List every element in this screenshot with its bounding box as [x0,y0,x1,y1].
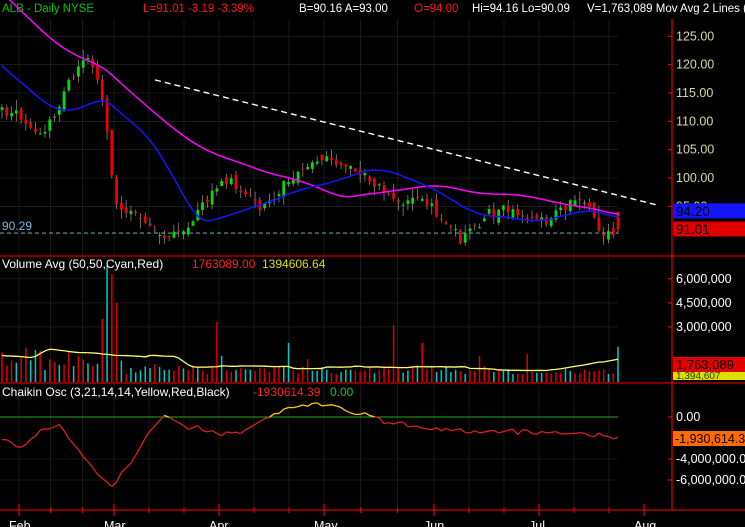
svg-text:Feb: Feb [9,519,31,527]
svg-text:Hi=94.16 Lo=90.09: Hi=94.16 Lo=90.09 [472,3,570,15]
svg-text:V=1,763,089 Mov Avg 2 Lines (: V=1,763,089 Mov Avg 2 Lines (Close,20,5 … [587,3,745,15]
svg-text:120.00: 120.00 [676,58,714,72]
svg-text:4,500,000: 4,500,000 [676,296,732,310]
svg-text:100.00: 100.00 [676,171,714,185]
svg-text:110.00: 110.00 [676,114,713,128]
svg-text:B=90.16 A=93.00: B=90.16 A=93.00 [299,3,388,15]
svg-text:May: May [314,519,338,527]
svg-text:-1930614.39: -1930614.39 [253,385,321,399]
svg-text:1394606.64: 1394606.64 [262,257,326,271]
svg-text:90.29: 90.29 [2,219,32,233]
svg-text:125.00: 125.00 [676,29,714,43]
svg-text:-1,930,614.39: -1,930,614.39 [675,432,745,446]
svg-text:3,000,000: 3,000,000 [676,320,732,334]
svg-text:Volume Avg (50,50,Cyan,Red): Volume Avg (50,50,Cyan,Red) [2,257,163,271]
svg-text:6,000,000: 6,000,000 [676,272,732,286]
svg-text:0.00: 0.00 [676,410,700,424]
svg-text:Chaikin Osc (3,21,14,14,Yellow: Chaikin Osc (3,21,14,14,Yellow,Red,Black… [2,385,230,399]
svg-text:1763089.00: 1763089.00 [192,257,256,271]
svg-text:Jun: Jun [424,519,444,527]
svg-text:Aug: Aug [634,519,656,527]
svg-text:Apr: Apr [209,519,228,527]
svg-text:105.00: 105.00 [676,143,714,157]
svg-text:O=94.00: O=94.00 [414,3,458,15]
svg-text:-4,000,000.00: -4,000,000.00 [676,452,745,466]
svg-text:1,763,089: 1,763,089 [676,357,734,372]
svg-text:91.01: 91.01 [676,222,710,237]
svg-text:0.00: 0.00 [330,385,354,399]
svg-text:Mar: Mar [104,519,126,527]
svg-text:-6,000,000.00: -6,000,000.00 [676,473,745,487]
svg-text:L=91.01 -3.19 -3.39%: L=91.01 -3.19 -3.39% [143,3,254,15]
svg-text:115.00: 115.00 [676,86,713,100]
svg-text:1,394,607: 1,394,607 [676,371,721,382]
svg-text:94.20: 94.20 [676,204,710,219]
svg-text:Jul: Jul [529,519,545,527]
